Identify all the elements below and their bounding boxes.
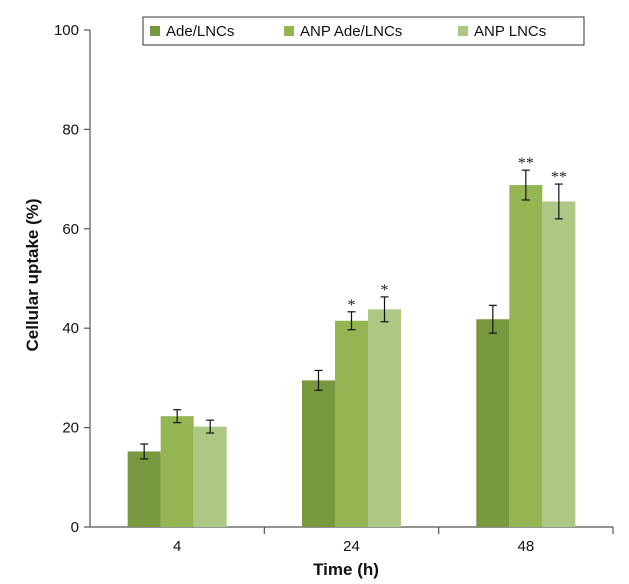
bars (127, 185, 576, 527)
bar (160, 416, 194, 527)
error-bars (140, 169, 563, 460)
legend: Ade/LNCs ANP Ade/LNCs ANP LNCs (142, 16, 585, 46)
x-axis-title: Time (h) (313, 560, 379, 579)
y-tick-label: 100 (54, 22, 79, 39)
y-axis: 0 20 40 60 80 100 (54, 22, 91, 536)
y-tick-label: 60 (62, 221, 79, 238)
bar (368, 309, 401, 527)
bar (302, 380, 335, 527)
x-tick-label: 4 (173, 538, 181, 555)
y-tick-label: 20 (62, 420, 79, 437)
x-tick-label: 24 (343, 538, 360, 555)
bar (509, 185, 543, 527)
legend-swatch (284, 26, 294, 36)
legend-label: Ade/LNCs (166, 23, 234, 40)
significance-label: * (381, 282, 389, 299)
bar (542, 201, 576, 527)
y-tick-label: 80 (62, 121, 79, 138)
y-tick-label: 0 (71, 519, 79, 536)
bar (476, 319, 510, 527)
x-axis: 4 24 48 (90, 526, 614, 555)
y-tick-label: 40 (62, 320, 79, 337)
significance-label: ** (518, 155, 534, 172)
x-tick-label: 48 (517, 538, 534, 555)
bar (127, 451, 161, 527)
legend-swatch (458, 26, 468, 36)
significance-label: * (348, 297, 356, 314)
bar (193, 426, 227, 527)
legend-swatch (150, 26, 160, 36)
significance-annotations: ****** (348, 155, 567, 314)
legend-label: ANP LNCs (474, 23, 546, 40)
y-axis-title: Cellular uptake (%) (23, 198, 42, 351)
bar (335, 320, 368, 527)
legend-label: ANP Ade/LNCs (300, 23, 402, 40)
legend-box (142, 16, 585, 46)
significance-label: ** (551, 169, 567, 186)
